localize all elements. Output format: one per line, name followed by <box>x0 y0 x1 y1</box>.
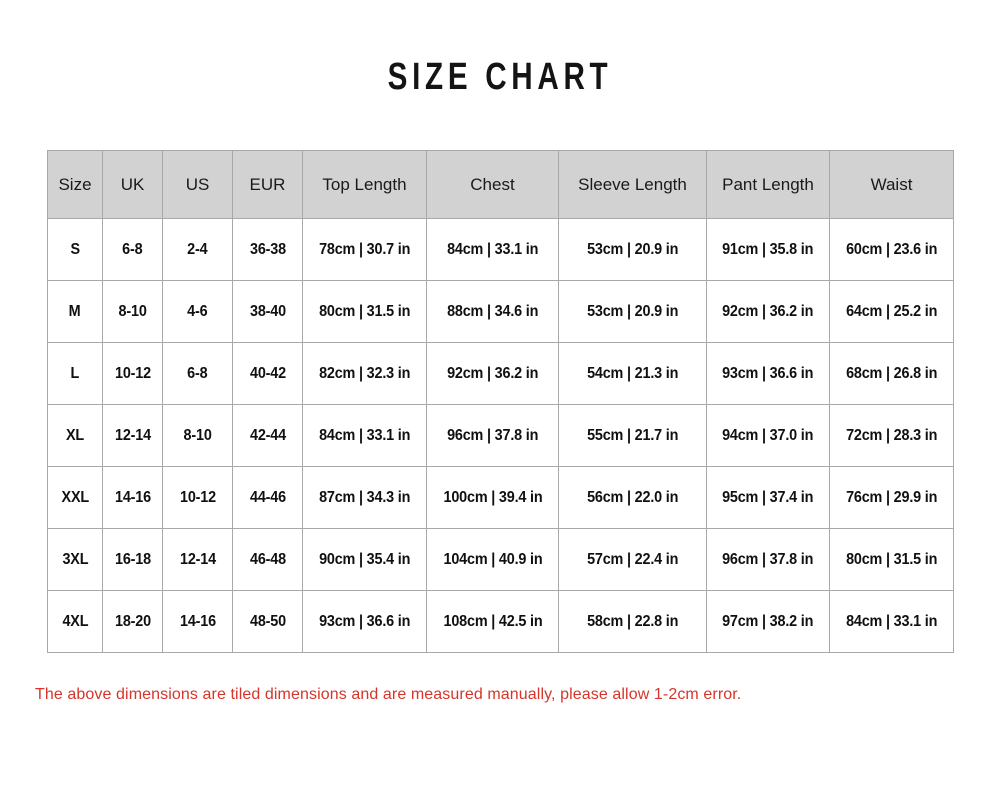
cell-size: M <box>47 280 103 343</box>
cell-eur: 40-42 <box>232 342 303 405</box>
cell-sleeve-length: 55cm | 21.7 in <box>558 404 707 467</box>
cell-us: 4-6 <box>162 280 233 343</box>
cell-pant-length: 93cm | 36.6 in <box>706 342 830 405</box>
cell-top-length: 90cm | 35.4 in <box>302 528 427 591</box>
cell-uk: 14-16 <box>102 466 163 529</box>
page-title: SIZE CHART <box>387 56 613 98</box>
cell-eur: 38-40 <box>232 280 303 343</box>
cell-chest: 104cm | 40.9 in <box>426 528 559 591</box>
measurement-disclaimer: The above dimensions are tiled dimension… <box>35 686 742 703</box>
table-row: S 6-8 2-4 36-38 78cm | 30.7 in 84cm | 33… <box>47 218 954 281</box>
cell-size: XXL <box>47 466 103 529</box>
table-header-row: Size UK US EUR Top Length Chest Sleeve L… <box>47 150 954 219</box>
cell-size: 3XL <box>47 528 103 591</box>
cell-top-length: 87cm | 34.3 in <box>302 466 427 529</box>
cell-us: 10-12 <box>162 466 233 529</box>
table-body: S 6-8 2-4 36-38 78cm | 30.7 in 84cm | 33… <box>47 218 954 653</box>
cell-chest: 84cm | 33.1 in <box>426 218 559 281</box>
cell-waist: 64cm | 25.2 in <box>829 280 954 343</box>
size-chart-table-container: Size UK US EUR Top Length Chest Sleeve L… <box>47 150 954 653</box>
column-header-uk: UK <box>102 150 163 219</box>
cell-chest: 96cm | 37.8 in <box>426 404 559 467</box>
table-header: Size UK US EUR Top Length Chest Sleeve L… <box>47 150 954 219</box>
cell-top-length: 84cm | 33.1 in <box>302 404 427 467</box>
cell-size: 4XL <box>47 590 103 653</box>
cell-top-length: 82cm | 32.3 in <box>302 342 427 405</box>
cell-eur: 44-46 <box>232 466 303 529</box>
cell-us: 8-10 <box>162 404 233 467</box>
table-row: 4XL 18-20 14-16 48-50 93cm | 36.6 in 108… <box>47 590 954 653</box>
cell-waist: 76cm | 29.9 in <box>829 466 954 529</box>
cell-pant-length: 91cm | 35.8 in <box>706 218 830 281</box>
cell-chest: 100cm | 39.4 in <box>426 466 559 529</box>
cell-eur: 46-48 <box>232 528 303 591</box>
table-row: L 10-12 6-8 40-42 82cm | 32.3 in 92cm | … <box>47 342 954 405</box>
cell-sleeve-length: 53cm | 20.9 in <box>558 218 707 281</box>
cell-eur: 48-50 <box>232 590 303 653</box>
cell-sleeve-length: 53cm | 20.9 in <box>558 280 707 343</box>
cell-sleeve-length: 57cm | 22.4 in <box>558 528 707 591</box>
cell-uk: 12-14 <box>102 404 163 467</box>
column-header-size: Size <box>47 150 103 219</box>
cell-top-length: 78cm | 30.7 in <box>302 218 427 281</box>
cell-uk: 18-20 <box>102 590 163 653</box>
cell-us: 6-8 <box>162 342 233 405</box>
cell-eur: 36-38 <box>232 218 303 281</box>
cell-sleeve-length: 56cm | 22.0 in <box>558 466 707 529</box>
column-header-eur: EUR <box>232 150 303 219</box>
table-row: M 8-10 4-6 38-40 80cm | 31.5 in 88cm | 3… <box>47 280 954 343</box>
column-header-pant-length: Pant Length <box>706 150 830 219</box>
cell-us: 14-16 <box>162 590 233 653</box>
table-row: XL 12-14 8-10 42-44 84cm | 33.1 in 96cm … <box>47 404 954 467</box>
table-row: 3XL 16-18 12-14 46-48 90cm | 35.4 in 104… <box>47 528 954 591</box>
cell-pant-length: 95cm | 37.4 in <box>706 466 830 529</box>
cell-sleeve-length: 54cm | 21.3 in <box>558 342 707 405</box>
cell-chest: 88cm | 34.6 in <box>426 280 559 343</box>
cell-waist: 72cm | 28.3 in <box>829 404 954 467</box>
column-header-chest: Chest <box>426 150 559 219</box>
cell-uk: 6-8 <box>102 218 163 281</box>
cell-size: XL <box>47 404 103 467</box>
cell-size: S <box>47 218 103 281</box>
cell-pant-length: 97cm | 38.2 in <box>706 590 830 653</box>
cell-top-length: 93cm | 36.6 in <box>302 590 427 653</box>
cell-waist: 60cm | 23.6 in <box>829 218 954 281</box>
cell-uk: 8-10 <box>102 280 163 343</box>
cell-pant-length: 92cm | 36.2 in <box>706 280 830 343</box>
cell-waist: 84cm | 33.1 in <box>829 590 954 653</box>
column-header-us: US <box>162 150 233 219</box>
column-header-waist: Waist <box>829 150 954 219</box>
cell-sleeve-length: 58cm | 22.8 in <box>558 590 707 653</box>
cell-uk: 10-12 <box>102 342 163 405</box>
cell-eur: 42-44 <box>232 404 303 467</box>
table-row: XXL 14-16 10-12 44-46 87cm | 34.3 in 100… <box>47 466 954 529</box>
cell-chest: 108cm | 42.5 in <box>426 590 559 653</box>
cell-waist: 80cm | 31.5 in <box>829 528 954 591</box>
cell-pant-length: 94cm | 37.0 in <box>706 404 830 467</box>
column-header-sleeve-length: Sleeve Length <box>558 150 707 219</box>
column-header-top-length: Top Length <box>302 150 427 219</box>
cell-uk: 16-18 <box>102 528 163 591</box>
cell-size: L <box>47 342 103 405</box>
cell-us: 2-4 <box>162 218 233 281</box>
cell-pant-length: 96cm | 37.8 in <box>706 528 830 591</box>
cell-chest: 92cm | 36.2 in <box>426 342 559 405</box>
cell-us: 12-14 <box>162 528 233 591</box>
size-chart-table: Size UK US EUR Top Length Chest Sleeve L… <box>47 150 954 653</box>
cell-top-length: 80cm | 31.5 in <box>302 280 427 343</box>
cell-waist: 68cm | 26.8 in <box>829 342 954 405</box>
